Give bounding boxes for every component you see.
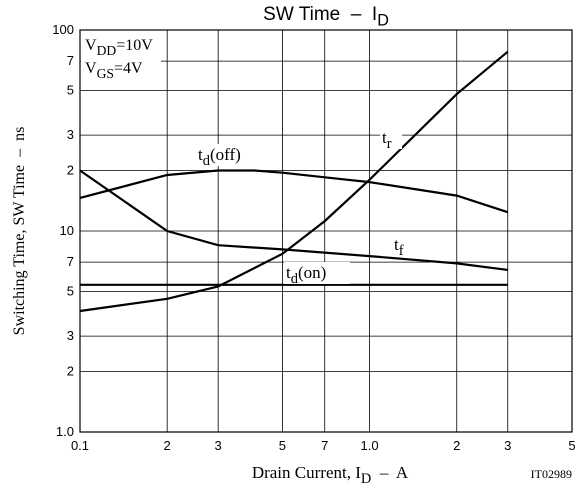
- x-tick-label: 1.0: [361, 438, 379, 453]
- x-tick-label: 2: [164, 438, 171, 453]
- x-tick-label: 3: [504, 438, 511, 453]
- condition-part: V: [85, 60, 97, 77]
- y-tick-label: 5: [67, 284, 74, 299]
- series-label-bg: [196, 144, 262, 166]
- series-label-part: d: [291, 271, 299, 287]
- y-tick-label: 10: [60, 223, 74, 238]
- y-tick-label: 2: [67, 363, 74, 378]
- series-line: [79, 169, 509, 214]
- y-axis-label: Switching Time, SW Time – ns: [11, 127, 28, 336]
- series-label-part: r: [387, 136, 392, 152]
- series-line: [79, 50, 509, 313]
- series-label-part: t: [286, 263, 291, 282]
- x-axis-label-part: Drain Current, I: [252, 463, 361, 482]
- series-label-part: d: [203, 153, 211, 169]
- series-label-bg: [284, 262, 350, 284]
- x-axis-label: Drain Current, ID – A: [252, 463, 409, 487]
- y-tick-label: 7: [67, 53, 74, 68]
- conditions-box: [81, 31, 161, 79]
- series-label-part: (on): [298, 263, 326, 282]
- chart-title: SW Time – ID: [263, 4, 389, 30]
- series-label-part: f: [399, 243, 404, 259]
- x-axis-label-part: – A: [371, 463, 409, 482]
- condition-part: =4V: [114, 60, 143, 77]
- chart-title-part: D: [377, 12, 389, 30]
- chart-title-part: SW Time – I: [263, 4, 377, 25]
- x-tick-label: 5: [568, 438, 575, 453]
- series-label: tf: [394, 235, 404, 259]
- condition-part: DD: [97, 43, 117, 58]
- series-line: [79, 169, 508, 272]
- x-tick-label: 7: [321, 438, 328, 453]
- x-axis-label-part: D: [361, 471, 371, 487]
- series-label-part: (off): [210, 145, 241, 164]
- x-tick-label: 3: [215, 438, 222, 453]
- series-label: td(on): [286, 263, 326, 287]
- y-tick-label: 2: [67, 162, 74, 177]
- series-label-part: t: [394, 235, 399, 254]
- series-label-bg: [392, 234, 414, 256]
- series-label-part: t: [198, 145, 203, 164]
- x-tick-label: 2: [453, 438, 460, 453]
- y-tick-label: 5: [67, 83, 74, 98]
- x-tick-label: 5: [279, 438, 286, 453]
- y-tick-label: 1.0: [56, 424, 74, 439]
- condition-part: GS: [97, 66, 114, 81]
- condition-part: V: [85, 37, 97, 54]
- y-tick-label: 7: [67, 254, 74, 269]
- condition: VGS=4V: [85, 60, 143, 81]
- condition: VDD=10V: [85, 37, 153, 58]
- series-label: tr: [382, 128, 392, 152]
- condition-part: =10V: [116, 37, 153, 54]
- x-tick-label: 0.1: [71, 438, 89, 453]
- y-tick-label: 100: [52, 22, 74, 37]
- series-label: td(off): [198, 145, 241, 169]
- y-axis-label-part: Switching Time, SW Time – ns: [11, 127, 28, 336]
- figure-code: IT02989: [531, 467, 572, 481]
- y-tick-label: 3: [67, 127, 74, 142]
- series-label-bg: [380, 127, 402, 149]
- series-label-part: t: [382, 128, 387, 147]
- y-tick-label: 3: [67, 328, 74, 343]
